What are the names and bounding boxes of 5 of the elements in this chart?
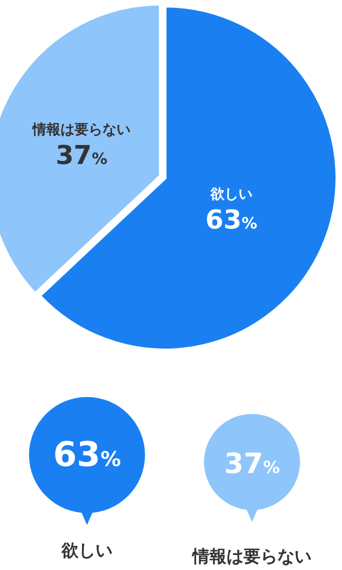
data-label: 63% [205,206,258,236]
slice-label: 情報は要らない [31,122,130,138]
data-label: 37% [56,140,108,171]
slice-label: 欲しい [209,186,252,203]
legend-label: 欲しい [60,541,112,561]
